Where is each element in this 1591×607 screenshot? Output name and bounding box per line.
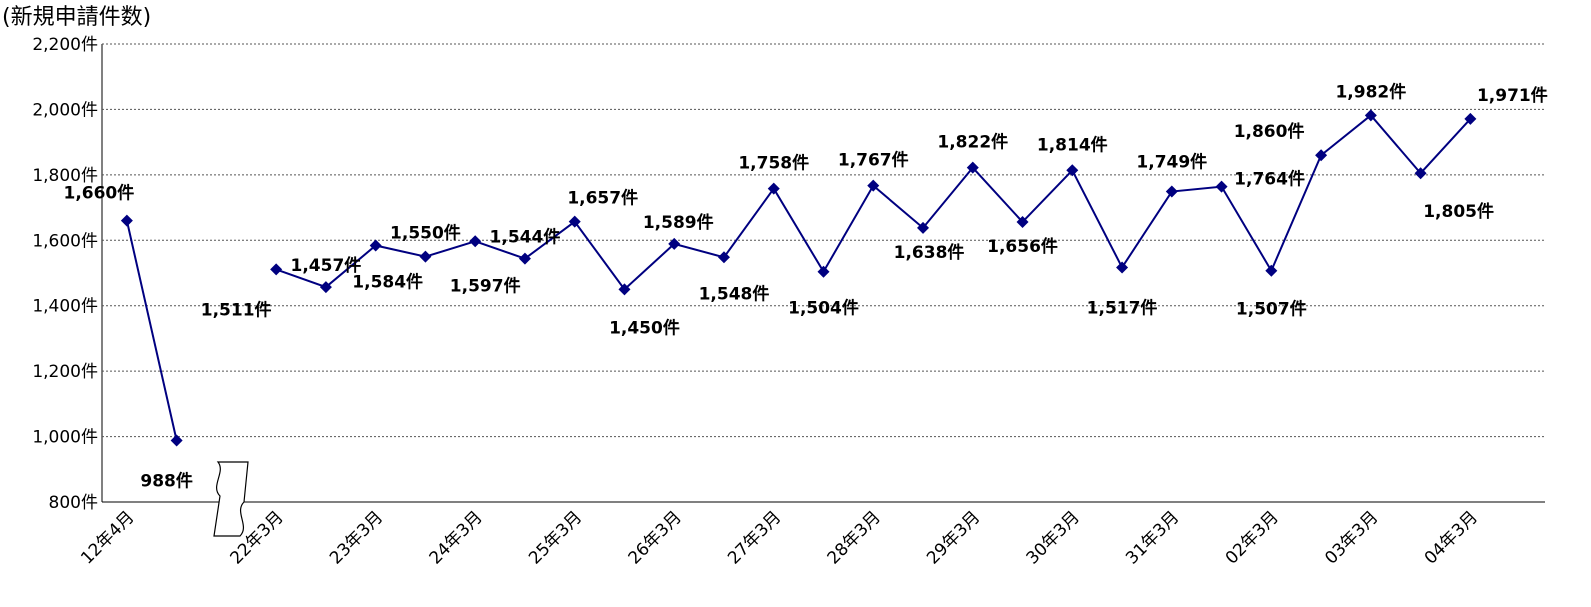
x-tick-label: 26年3月 [625,507,686,568]
value-label: 1,548件 [699,283,770,304]
marker [668,237,681,250]
y-tick-label: 2,000件 [32,100,98,120]
x-tick-label: 25年3月 [525,507,586,568]
marker [1116,261,1129,274]
marker [1066,164,1079,177]
value-label: 1,749件 [1136,152,1207,173]
value-label: 1,656件 [987,236,1058,257]
value-label: 1,550件 [390,223,461,244]
value-label: 1,584件 [352,272,423,293]
value-label: 1,457件 [291,255,362,276]
line [125,220,178,441]
value-label: 1,597件 [450,275,521,296]
marker [1016,215,1029,228]
marker [419,250,432,263]
y-tick-label: 1,200件 [32,362,98,382]
value-label: 1,589件 [643,212,714,233]
y-tick-label: 2,200件 [32,35,98,55]
axis-break [213,461,249,537]
y-axis-label: (新規申請件数) [2,5,151,30]
x-tick-label: 28年3月 [824,507,885,568]
y-tick-label: 800件 [49,493,98,513]
value-label: 1,814件 [1037,134,1108,155]
x-tick-label: 12年4月 [77,507,138,568]
marker [817,265,830,278]
marker [917,221,930,234]
marker [1265,264,1278,277]
x-tick-label: 29年3月 [923,507,984,568]
marker [518,252,531,265]
marker [1364,109,1377,122]
marker [1464,112,1477,125]
value-label: 1,758件 [738,153,809,174]
x-tick-label: 31年3月 [1122,507,1183,568]
marker [767,182,780,195]
value-label: 1,805件 [1423,201,1494,222]
marker [319,281,332,294]
value-label: 1,638件 [894,242,965,263]
x-tick-label: 04年3月 [1421,507,1482,568]
marker [966,161,979,174]
marker [1215,180,1228,193]
x-tick-label: 30年3月 [1023,507,1084,568]
value-label: 1,507件 [1236,299,1307,320]
value-label: 1,450件 [609,317,680,338]
value-label: 1,657件 [567,188,638,209]
marker [170,434,183,447]
value-label: 1,971件 [1477,85,1548,106]
marker [270,263,283,276]
y-tick-label: 1,000件 [32,428,98,448]
value-label: 1,822件 [937,132,1008,153]
x-tick-label: 23年3月 [326,507,387,568]
value-label: 1,544件 [490,227,561,248]
marker [1414,167,1427,180]
y-tick-label: 1,400件 [32,297,98,317]
marker [120,214,133,227]
y-tick-label: 1,800件 [32,166,98,186]
value-label: 988件 [140,470,193,491]
x-tick-label: 24年3月 [426,507,487,568]
marker [1315,149,1328,162]
x-tick-label: 02年3月 [1222,507,1283,568]
value-label: 1,660件 [63,183,134,204]
marker [717,251,730,264]
marker [568,215,581,228]
value-label: 1,511件 [201,299,272,320]
x-tick-label: 03年3月 [1321,507,1382,568]
marker [469,235,482,248]
marker [618,283,631,296]
value-label: 1,504件 [788,298,859,319]
value-label: 1,982件 [1335,81,1406,102]
marker [369,239,382,252]
value-label: 1,517件 [1087,297,1158,318]
x-tick-label: 27年3月 [724,507,785,568]
value-label: 1,767件 [838,150,909,171]
value-label: 1,764件 [1234,169,1305,190]
marker [867,179,880,192]
marker [1165,185,1178,198]
y-tick-label: 1,600件 [32,231,98,251]
value-label: 1,860件 [1234,121,1305,142]
